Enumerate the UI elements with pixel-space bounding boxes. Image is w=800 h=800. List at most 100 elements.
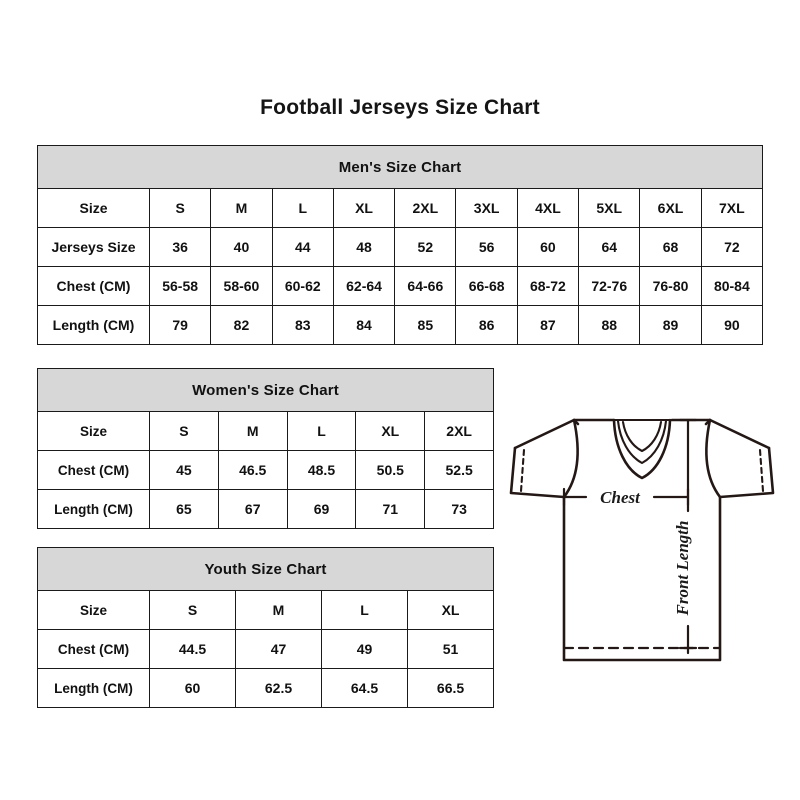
cell: 72-76 bbox=[578, 266, 641, 306]
neckline-outer bbox=[612, 418, 672, 480]
column-header-7xl: 7XL bbox=[700, 188, 764, 228]
cell: 52 bbox=[394, 227, 457, 267]
tshirt-measurement-diagram: Chest Front Length bbox=[502, 398, 782, 683]
column-header-4xl: 4XL bbox=[516, 188, 580, 228]
table-row: Chest (CM) 56-58 58-60 60-62 62-64 64-66… bbox=[37, 266, 764, 306]
cell: 68 bbox=[639, 227, 702, 267]
column-header-l: L bbox=[271, 188, 334, 228]
cell: 76-80 bbox=[639, 266, 702, 306]
column-header-2xl: 2XL bbox=[424, 411, 495, 451]
cell: 65 bbox=[149, 489, 219, 529]
right-sleeve-cuff bbox=[718, 446, 775, 499]
cell: 45 bbox=[149, 450, 219, 490]
cell: 64 bbox=[578, 227, 641, 267]
youth-size-chart-table: Youth Size Chart Size S M L XL Chest (CM… bbox=[36, 547, 495, 708]
cell: 60-62 bbox=[271, 266, 334, 306]
column-header-l: L bbox=[321, 590, 408, 630]
table-caption-row: Women's Size Chart bbox=[36, 368, 495, 412]
left-sleeve-top-edge bbox=[513, 418, 580, 450]
cell: 69 bbox=[286, 489, 357, 529]
row-label-length-cm: Length (CM) bbox=[37, 305, 150, 345]
cell: 49 bbox=[321, 629, 408, 669]
cell: 62.5 bbox=[235, 668, 322, 708]
table-row: Length (CM) 60 62.5 64.5 66.5 bbox=[37, 668, 495, 708]
body-outline bbox=[562, 495, 722, 662]
left-cuff-stitch-dashed bbox=[519, 448, 526, 493]
cell: 84 bbox=[332, 305, 396, 345]
column-header-s: S bbox=[149, 590, 236, 630]
table-caption-row: Youth Size Chart bbox=[36, 547, 495, 591]
table-row: Chest (CM) 44.5 47 49 51 bbox=[37, 629, 495, 669]
column-header-m: M bbox=[210, 188, 273, 228]
cell: 89 bbox=[639, 305, 702, 345]
cell: 48 bbox=[332, 227, 396, 267]
mens-table-caption: Men's Size Chart bbox=[36, 145, 764, 189]
cell: 67 bbox=[217, 489, 288, 529]
cell: 66.5 bbox=[406, 668, 495, 708]
table-header-row: Size S M L XL 2XL 3XL 4XL 5XL 6XL 7XL bbox=[37, 188, 764, 228]
row-label-length-cm: Length (CM) bbox=[37, 489, 150, 529]
column-header-m: M bbox=[217, 411, 288, 451]
cell: 88 bbox=[578, 305, 641, 345]
cell: 80-84 bbox=[700, 266, 764, 306]
cell: 47 bbox=[235, 629, 322, 669]
right-sleeve-top-edge bbox=[704, 418, 771, 450]
column-header-m: M bbox=[235, 590, 322, 630]
row-label-chest-cm: Chest (CM) bbox=[37, 450, 150, 490]
chest-dimension-label: Chest bbox=[600, 488, 641, 507]
column-header-xl: XL bbox=[355, 411, 426, 451]
cell: 50.5 bbox=[355, 450, 426, 490]
cell: 68-72 bbox=[516, 266, 580, 306]
row-label-length-cm: Length (CM) bbox=[37, 668, 150, 708]
column-header-5xl: 5XL bbox=[578, 188, 641, 228]
cell: 71 bbox=[355, 489, 426, 529]
front-length-dimension-label: Front Length bbox=[673, 521, 692, 617]
cell: 52.5 bbox=[424, 450, 495, 490]
neckline-inner-2 bbox=[621, 420, 663, 453]
right-cuff-stitch-dashed bbox=[758, 448, 765, 493]
mens-size-chart-table: Men's Size Chart Size S M L XL 2XL 3XL 4… bbox=[36, 145, 764, 345]
table-row: Chest (CM) 45 46.5 48.5 50.5 52.5 bbox=[37, 450, 495, 490]
womens-size-chart-table: Women's Size Chart Size S M L XL 2XL Che… bbox=[36, 368, 495, 529]
column-header-s: S bbox=[149, 411, 219, 451]
cell: 83 bbox=[271, 305, 334, 345]
cell: 36 bbox=[148, 227, 212, 267]
cell: 79 bbox=[148, 305, 212, 345]
column-header-xl: XL bbox=[406, 590, 495, 630]
row-label-jerseys-size: Jerseys Size bbox=[37, 227, 150, 267]
column-header-size: Size bbox=[37, 590, 150, 630]
row-label-chest-cm: Chest (CM) bbox=[37, 629, 150, 669]
cell: 86 bbox=[455, 305, 518, 345]
table-row: Jerseys Size 36 40 44 48 52 56 60 64 68 … bbox=[37, 227, 764, 267]
cell: 48.5 bbox=[286, 450, 357, 490]
right-armhole-seam bbox=[705, 418, 722, 499]
cell: 72 bbox=[700, 227, 764, 267]
table-row: Length (CM) 79 82 83 84 85 86 87 88 89 9… bbox=[37, 305, 764, 345]
cell: 62-64 bbox=[332, 266, 396, 306]
cell: 60 bbox=[149, 668, 236, 708]
cell: 40 bbox=[210, 227, 273, 267]
column-header-s: S bbox=[148, 188, 212, 228]
womens-table-caption: Women's Size Chart bbox=[36, 368, 495, 412]
cell: 56 bbox=[455, 227, 518, 267]
cell: 73 bbox=[424, 489, 495, 529]
column-header-3xl: 3XL bbox=[455, 188, 518, 228]
left-sleeve-cuff bbox=[509, 446, 566, 499]
cell: 64-66 bbox=[394, 266, 457, 306]
cell: 87 bbox=[516, 305, 580, 345]
left-armhole-seam bbox=[562, 418, 579, 499]
page-title: Football Jerseys Size Chart bbox=[260, 96, 540, 119]
cell: 56-58 bbox=[148, 266, 212, 306]
cell: 58-60 bbox=[210, 266, 273, 306]
column-header-l: L bbox=[286, 411, 357, 451]
row-label-chest-cm: Chest (CM) bbox=[37, 266, 150, 306]
column-header-2xl: 2XL bbox=[394, 188, 457, 228]
cell: 66-68 bbox=[455, 266, 518, 306]
cell: 44.5 bbox=[149, 629, 236, 669]
table-row: Length (CM) 65 67 69 71 73 bbox=[37, 489, 495, 529]
cell: 60 bbox=[516, 227, 580, 267]
cell: 44 bbox=[271, 227, 334, 267]
neckline-inner-1 bbox=[616, 419, 668, 465]
cell: 90 bbox=[700, 305, 764, 345]
column-header-xl: XL bbox=[332, 188, 396, 228]
